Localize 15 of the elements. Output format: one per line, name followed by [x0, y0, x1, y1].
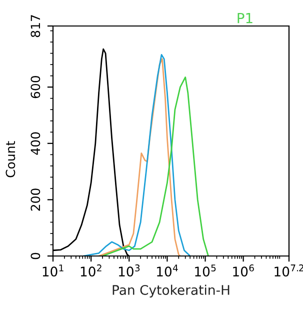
x-tick-label: 10$^{6}$ [233, 264, 254, 277]
y-tick-label: 817 [30, 15, 40, 38]
x-tick-label: 10$^{7.2}$ [274, 264, 303, 277]
y-tick-label: 0 [30, 252, 40, 260]
x-tick-label: 10$^{2}$ [80, 264, 102, 277]
x-tick-label: 10$^{1}$ [42, 264, 64, 277]
y-tick-label: 400 [30, 132, 40, 155]
x-tick-label: 10$^{3}$ [118, 264, 140, 277]
y-axis-title: Count [6, 141, 16, 178]
chart-title: P1 [238, 12, 252, 24]
y-tick-label: 200 [30, 188, 40, 211]
x-tick-label: 10$^{5}$ [195, 264, 216, 277]
x-axis-title: Pan Cytokeratin-H [112, 284, 230, 298]
y-tick-label: 600 [30, 76, 40, 98]
x-tick-label: 10$^{4}$ [157, 264, 178, 277]
